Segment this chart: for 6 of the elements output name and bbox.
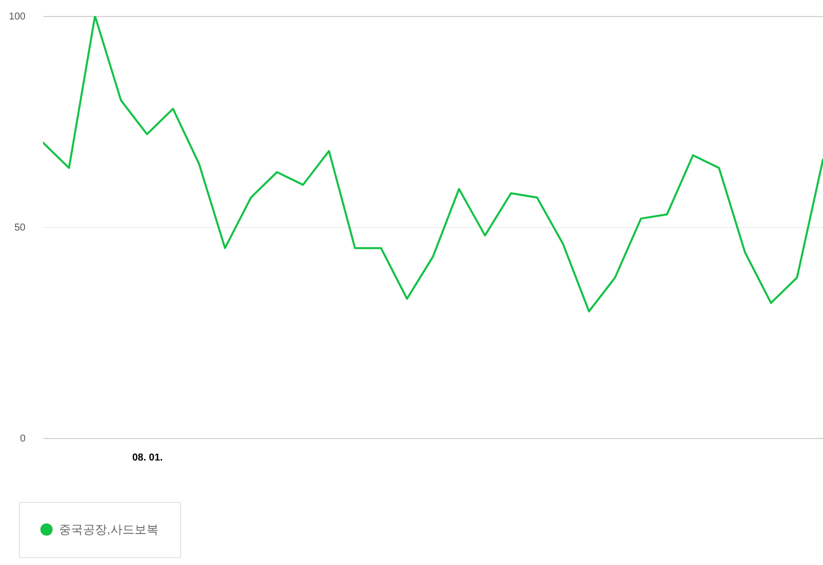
y-tick-label: 100 (8, 12, 26, 22)
y-tick-label: 50 (14, 222, 26, 234)
line-series (43, 16, 823, 312)
y-tick-label: 0 (20, 434, 26, 444)
legend-label: 중국공장,사드보복 (59, 522, 158, 536)
x-tick-label: 08. 01. (132, 452, 164, 464)
